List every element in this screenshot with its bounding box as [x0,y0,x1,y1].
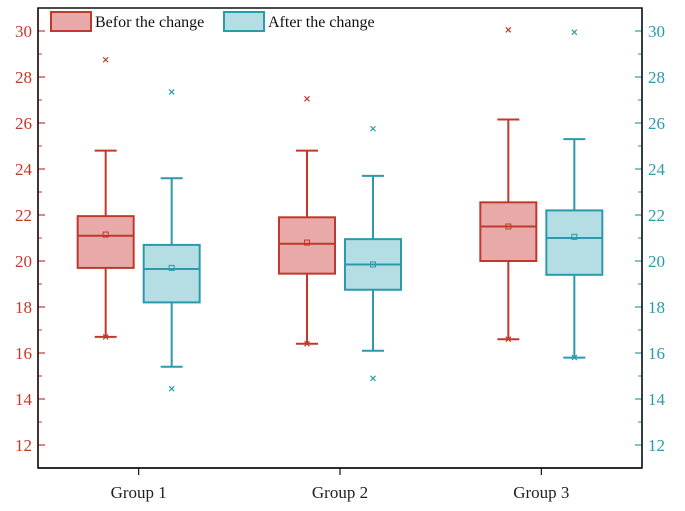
outlier-marker [505,336,512,343]
mean-marker [370,261,376,268]
x-tick-label: Group 1 [111,483,167,502]
left-y-tick-label: 26 [15,114,32,133]
box-before [278,95,336,347]
left-y-tick-label: 18 [15,298,32,317]
box-series [76,26,604,392]
outlier-marker [370,375,376,382]
outlier-marker [168,385,175,392]
left-y-tick-label: 24 [15,160,33,179]
iqr-box [76,215,135,269]
left-y-tick-label: 12 [15,436,32,455]
box-after [142,89,201,392]
left-y-tick-label: 16 [15,344,32,363]
plot-frame [37,7,643,469]
outlier-marker [304,340,310,347]
box-after [344,125,402,382]
right-y-tick-label: 14 [648,390,666,409]
outlier-marker [571,354,578,361]
legend-label-after: After the change [268,14,375,31]
right-y-tick-label: 28 [648,68,665,87]
iqr-box [545,209,604,276]
mean-marker [505,223,512,230]
box-after [545,29,604,361]
right-y-tick-label: 26 [648,114,665,133]
legend: Befor the change After the change [50,11,375,32]
x-axis: Group 1 Group 2 Group 3 [38,467,642,502]
x-tick-label: Group 2 [312,483,368,502]
outlier-marker [102,333,109,340]
outlier-marker [505,26,512,33]
mean-marker [304,239,310,246]
right-y-tick-label: 12 [648,436,665,455]
legend-swatch-before [50,11,92,32]
right-y-tick-label: 24 [648,160,666,179]
legend-swatch-after [223,11,265,32]
x-tick-label: Group 3 [513,483,569,502]
iqr-box [142,243,201,304]
mean-marker [168,264,175,271]
left-y-tick-label: 28 [15,68,32,87]
left-y-tick-label: 30 [15,22,32,41]
right-y-tick-label: 30 [648,22,665,41]
box-before [479,26,538,343]
outlier-marker [370,125,376,132]
left-y-axis: 12 14 16 18 20 22 24 26 28 30 [15,7,45,469]
outlier-marker [571,29,578,36]
outlier-marker [168,89,175,95]
outlier-marker [102,56,109,63]
right-y-tick-label: 18 [648,298,665,317]
iqr-box [479,201,538,263]
left-y-tick-label: 22 [15,206,32,225]
right-y-tick-label: 16 [648,344,665,363]
left-y-tick-label: 14 [15,390,33,409]
mean-marker [102,231,109,238]
box-before [76,56,135,340]
right-y-tick-label: 22 [648,206,665,225]
legend-label-before: Befor the change [95,14,204,31]
left-y-tick-label: 20 [15,252,32,271]
mean-marker [571,233,578,240]
outlier-marker [304,95,310,102]
right-y-tick-label: 20 [648,252,665,271]
right-y-axis: 12 14 16 18 20 22 24 26 28 30 [635,7,666,469]
